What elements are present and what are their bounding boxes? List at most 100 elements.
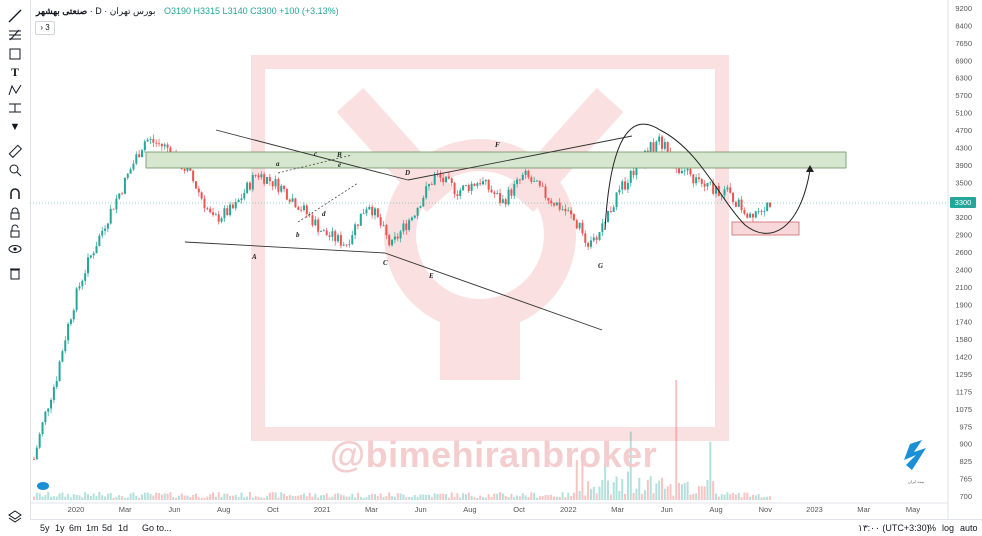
- volume-bar: [314, 493, 317, 500]
- broker-logo: بیمه ایران: [904, 440, 926, 484]
- rectangle-icon[interactable]: [7, 46, 23, 62]
- symbol-name[interactable]: صنعتی بهشهر: [36, 6, 88, 16]
- candle-body: [501, 199, 504, 203]
- magnet-icon[interactable]: [7, 186, 23, 202]
- volume-bar: [35, 492, 38, 500]
- fib-icon[interactable]: [7, 27, 23, 43]
- lock-drawing-icon[interactable]: [7, 205, 23, 221]
- pattern-icon[interactable]: [7, 82, 23, 98]
- candle-body: [692, 174, 695, 184]
- volume-bar: [152, 495, 155, 500]
- goto-button[interactable]: Go to...: [142, 523, 172, 533]
- volume-bar: [459, 497, 462, 500]
- volume-bar: [575, 460, 578, 500]
- trend-line-lower[interactable]: [184, 241, 386, 254]
- time-axis[interactable]: 2020 Mar Jun Aug Oct 2021 Mar Jun Aug Oct 2022 Mar J…: [68, 505, 921, 514]
- zoom-icon[interactable]: [7, 162, 23, 178]
- volume-bar: [391, 496, 394, 500]
- volume-bar: [533, 493, 536, 500]
- volume-bar: [589, 488, 592, 500]
- volume-bar: [206, 496, 209, 500]
- volume-bar: [649, 476, 652, 500]
- volume-bar: [339, 494, 342, 500]
- candle-body: [413, 215, 416, 218]
- time-tick-label: 2021: [314, 505, 331, 514]
- volume-bar: [646, 479, 649, 500]
- candle-body: [547, 197, 550, 201]
- candle-body: [220, 218, 223, 222]
- volume-bar: [717, 496, 720, 500]
- candle-body: [345, 244, 348, 246]
- collapse-indicators-button[interactable]: › 3: [35, 21, 55, 35]
- trend-line-d-f[interactable]: [407, 135, 633, 181]
- volume-bar: [274, 492, 277, 500]
- candle-body: [371, 206, 374, 216]
- volume-bar: [331, 496, 334, 500]
- candle-body: [658, 136, 661, 142]
- candle-body: [203, 198, 206, 209]
- volume-bar: [180, 493, 183, 500]
- wave-label: d: [322, 210, 326, 218]
- volume-bar: [121, 496, 124, 500]
- volume-bar: [464, 494, 467, 500]
- candle-body: [226, 208, 229, 216]
- cup-arc[interactable]: [604, 123, 811, 234]
- candle-body: [126, 173, 129, 178]
- measure-icon[interactable]: [7, 100, 23, 116]
- current-price-label: 3300: [955, 198, 972, 207]
- auto-toggle[interactable]: auto: [960, 523, 978, 533]
- layers-icon[interactable]: [7, 508, 23, 524]
- arrow-down-icon[interactable]: ▼: [9, 121, 21, 133]
- range-5y[interactable]: 5y: [40, 523, 50, 533]
- candle-body: [464, 184, 467, 186]
- trend-line-down[interactable]: [384, 252, 603, 331]
- candle-body: [146, 139, 149, 142]
- lock-icon[interactable]: [7, 223, 23, 239]
- candle-body: [530, 177, 533, 182]
- timeframe[interactable]: D: [95, 6, 102, 16]
- volume-bar: [126, 497, 129, 500]
- target-box[interactable]: [731, 221, 800, 236]
- candle-body: [726, 187, 729, 190]
- volume-bar: [376, 496, 379, 500]
- range-1m[interactable]: 1m: [86, 523, 99, 533]
- candle-body: [223, 208, 226, 219]
- volume-bar: [328, 497, 331, 500]
- price-axis[interactable]: 9200 8400 7650 6900 6300 5700 5100 4700 4300 3900…: [955, 4, 972, 501]
- volume-bar: [641, 493, 644, 500]
- range-5d[interactable]: 5d: [102, 523, 113, 533]
- candle-body: [365, 209, 368, 214]
- candle-body: [149, 139, 152, 140]
- timezone[interactable]: ۱۳:۰۰ (UTC+3:30): [858, 523, 930, 533]
- trend-line-upper[interactable]: [215, 129, 409, 181]
- price-tick-label: 6900: [955, 56, 972, 65]
- range-6m[interactable]: 6m: [69, 523, 82, 533]
- time-tick-label: Mar: [365, 505, 378, 514]
- volume-bars: [33, 380, 771, 500]
- dashed-line-a-c[interactable]: [277, 154, 353, 174]
- volume-bar: [564, 497, 567, 500]
- volume-bar: [629, 431, 632, 500]
- trash-icon[interactable]: [7, 265, 23, 281]
- percent-toggle[interactable]: %: [928, 523, 937, 533]
- volume-bar: [413, 495, 416, 500]
- eye-icon[interactable]: [7, 241, 23, 257]
- text-icon[interactable]: T: [10, 65, 19, 79]
- candle-body: [379, 217, 382, 226]
- log-toggle[interactable]: log: [942, 523, 955, 533]
- candle-body: [533, 181, 536, 182]
- range-1y[interactable]: 1y: [55, 523, 65, 533]
- candle-body: [601, 223, 604, 233]
- ruler-icon[interactable]: [7, 143, 23, 159]
- resistance-zone[interactable]: [145, 151, 847, 169]
- trend-line-icon[interactable]: [7, 8, 23, 24]
- volume-bar: [166, 493, 169, 500]
- wave-label: e: [338, 161, 341, 169]
- volume-bar: [442, 493, 445, 500]
- volume-bar: [700, 486, 703, 500]
- candle-body: [535, 180, 538, 182]
- range-1d[interactable]: 1d: [118, 523, 129, 533]
- candle-body: [209, 208, 212, 213]
- volume-bar: [291, 495, 294, 500]
